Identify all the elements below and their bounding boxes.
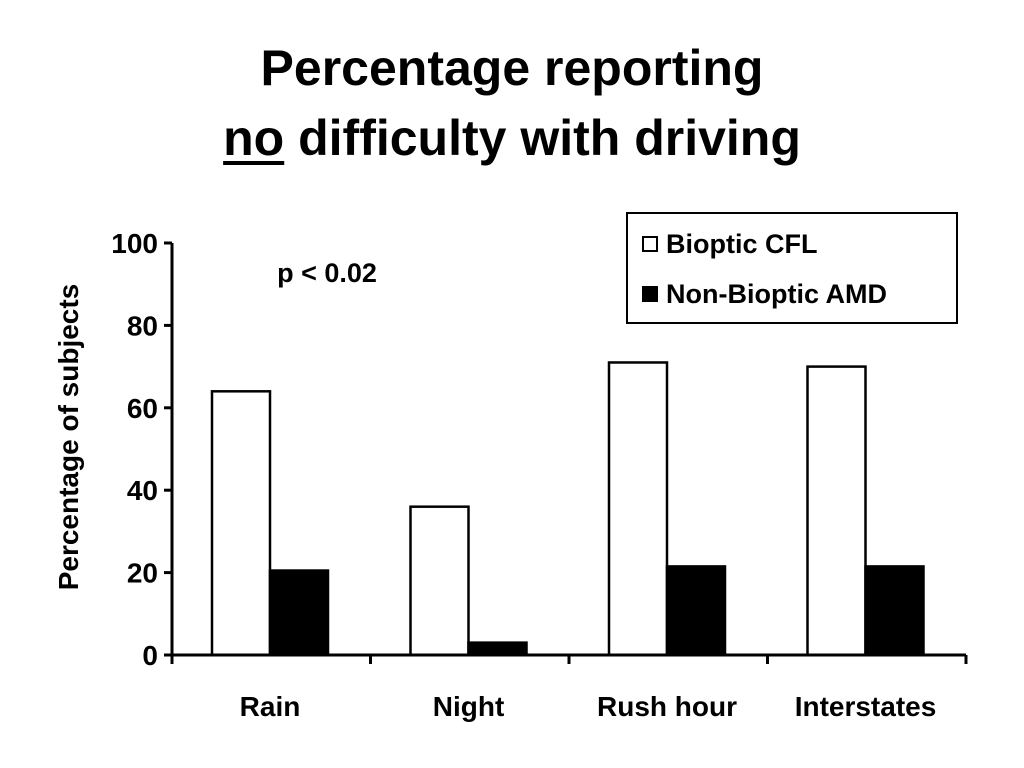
bar-bioptic-cfl-rain <box>210 390 272 657</box>
legend-swatch-non-bioptic-amd <box>642 286 658 302</box>
y-axis-title: Percentage of subjects <box>53 284 84 591</box>
y-tick-label-20: 20 <box>127 558 158 589</box>
x-tick-label-interstates: Interstates <box>795 691 937 722</box>
chart-title-line-2: no difficulty with driving <box>0 108 1024 168</box>
y-tick-label-0: 0 <box>142 640 158 671</box>
legend-swatch-bioptic-cfl <box>642 236 658 252</box>
bar-non-bioptic-amd-night <box>467 641 528 657</box>
bar-non-bioptic-amd-interstates <box>864 565 925 657</box>
chart-legend: Bioptic CFL Non-Bioptic AMD <box>626 212 958 324</box>
y-tick-label-80: 80 <box>127 310 158 341</box>
axes-layer <box>164 241 968 664</box>
x-tick-label-rush-hour: Rush hour <box>597 691 737 722</box>
y-tick-label-60: 60 <box>127 393 158 424</box>
y-tick-label-100: 100 <box>111 228 158 259</box>
bar-bioptic-cfl-night <box>409 505 470 657</box>
p-value-annotation: p < 0.02 <box>277 258 377 288</box>
bar-bioptic-cfl-rush-hour <box>607 361 669 657</box>
chart-title-line-1: Percentage reporting <box>260 40 764 96</box>
chart-title-emphasis: no <box>223 110 285 166</box>
x-tick-label-rain: Rain <box>240 691 301 722</box>
y-tick-label-40: 40 <box>127 475 158 506</box>
bar-bioptic-cfl-interstates <box>806 365 867 657</box>
legend-item-non-bioptic-amd: Non-Bioptic AMD <box>642 276 887 312</box>
labels-layer: 0 20 40 60 80 100 Rain Night Rush hour Interstate… <box>111 228 936 722</box>
bar-non-bioptic-amd-rush-hour <box>665 565 727 657</box>
chart-title-rest: difficulty with driving <box>284 110 801 166</box>
legend-label-non-bioptic-amd: Non-Bioptic AMD <box>666 278 887 309</box>
bars-layer <box>210 361 925 657</box>
legend-item-bioptic-cfl: Bioptic CFL <box>642 226 817 262</box>
legend-label-bioptic-cfl: Bioptic CFL <box>666 228 818 259</box>
x-tick-label-night: Night <box>433 691 505 722</box>
bar-non-bioptic-amd-rain <box>268 569 330 657</box>
